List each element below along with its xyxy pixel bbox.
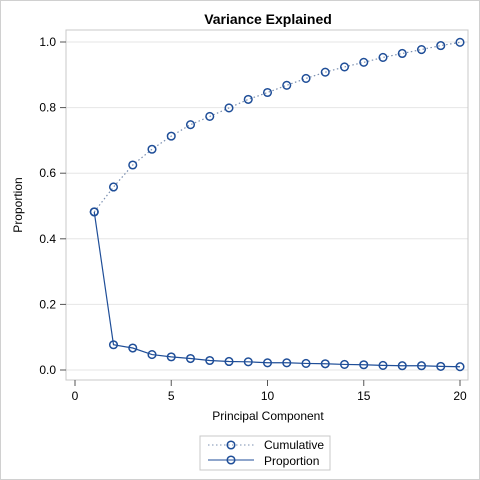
data-point-cumulative — [128, 160, 138, 170]
data-point-cumulative — [359, 57, 369, 67]
data-point-proportion — [416, 361, 427, 371]
data-point-proportion — [436, 361, 446, 371]
data-point-proportion — [359, 360, 369, 370]
data-point-cumulative — [397, 48, 407, 59]
data-point-proportion — [378, 360, 388, 370]
legend-marker-cumulative — [226, 440, 236, 450]
data-point-proportion — [205, 355, 215, 366]
x-tick-label: 20 — [453, 389, 467, 403]
gridlines — [66, 41, 468, 371]
data-point-proportion — [282, 358, 292, 368]
data-point-proportion — [262, 358, 273, 368]
data-point-proportion — [89, 207, 99, 217]
data-point-cumulative — [224, 103, 234, 113]
data-point-cumulative — [147, 144, 157, 154]
data-point-cumulative — [455, 37, 465, 47]
data-point-proportion — [185, 353, 196, 364]
data-point-cumulative — [301, 73, 311, 83]
x-tick-label: 15 — [357, 389, 371, 403]
data-point-cumulative — [378, 52, 388, 62]
y-tick-label: 1.0 — [39, 35, 56, 49]
x-tick-label: 0 — [72, 389, 79, 403]
y-tick-label: 0.6 — [39, 166, 56, 180]
x-axis-label: Principal Component — [212, 409, 324, 423]
data-point-cumulative — [185, 120, 196, 130]
legend-label-cumulative: Cumulative — [264, 438, 324, 452]
x-tick-label: 10 — [261, 389, 275, 403]
series-line-proportion — [93, 211, 461, 368]
data-point-cumulative — [205, 111, 215, 122]
data-point-proportion — [147, 350, 157, 360]
data-point-cumulative — [416, 44, 427, 55]
data-point-cumulative — [320, 67, 330, 77]
data-point-cumulative — [262, 87, 273, 98]
data-point-cumulative — [243, 94, 253, 104]
legend-marker-proportion — [226, 455, 236, 465]
data-point-cumulative — [436, 41, 446, 51]
data-point-cumulative — [108, 182, 119, 192]
data-point-cumulative — [166, 131, 176, 141]
series-line-cumulative — [93, 41, 461, 213]
chart-title: Variance Explained — [204, 11, 332, 27]
y-tick-label: 0.8 — [39, 101, 56, 115]
data-point-proportion — [128, 343, 138, 353]
data-point-proportion — [455, 362, 465, 372]
data-point-cumulative — [339, 62, 350, 72]
y-axis-ticks: 0.0 0.2 0.4 0.6 0.8 1.0 — [39, 35, 66, 377]
y-tick-label: 0.4 — [39, 232, 56, 246]
data-point-proportion — [108, 340, 119, 350]
data-point-proportion — [301, 358, 311, 368]
data-point-cumulative — [282, 80, 292, 90]
data-point-proportion — [397, 361, 407, 371]
data-point-proportion — [339, 359, 350, 369]
y-tick-label: 0.0 — [39, 363, 56, 377]
legend-label-proportion: Proportion — [264, 454, 319, 468]
data-point-proportion — [166, 352, 176, 362]
y-axis-label: Proportion — [11, 177, 25, 232]
data-point-proportion — [243, 357, 253, 367]
data-point-proportion — [320, 359, 330, 369]
legend-box — [199, 435, 331, 471]
series-proportion — [89, 207, 465, 372]
data-point-proportion — [224, 356, 234, 367]
x-tick-label: 5 — [168, 389, 175, 403]
legend: Cumulative Proportion — [199, 435, 331, 471]
plot-area — [65, 29, 469, 381]
x-axis-ticks: 0 5 10 15 20 — [72, 380, 467, 403]
series-layer — [89, 37, 465, 372]
y-tick-label: 0.2 — [39, 297, 56, 311]
series-cumulative — [89, 37, 465, 217]
